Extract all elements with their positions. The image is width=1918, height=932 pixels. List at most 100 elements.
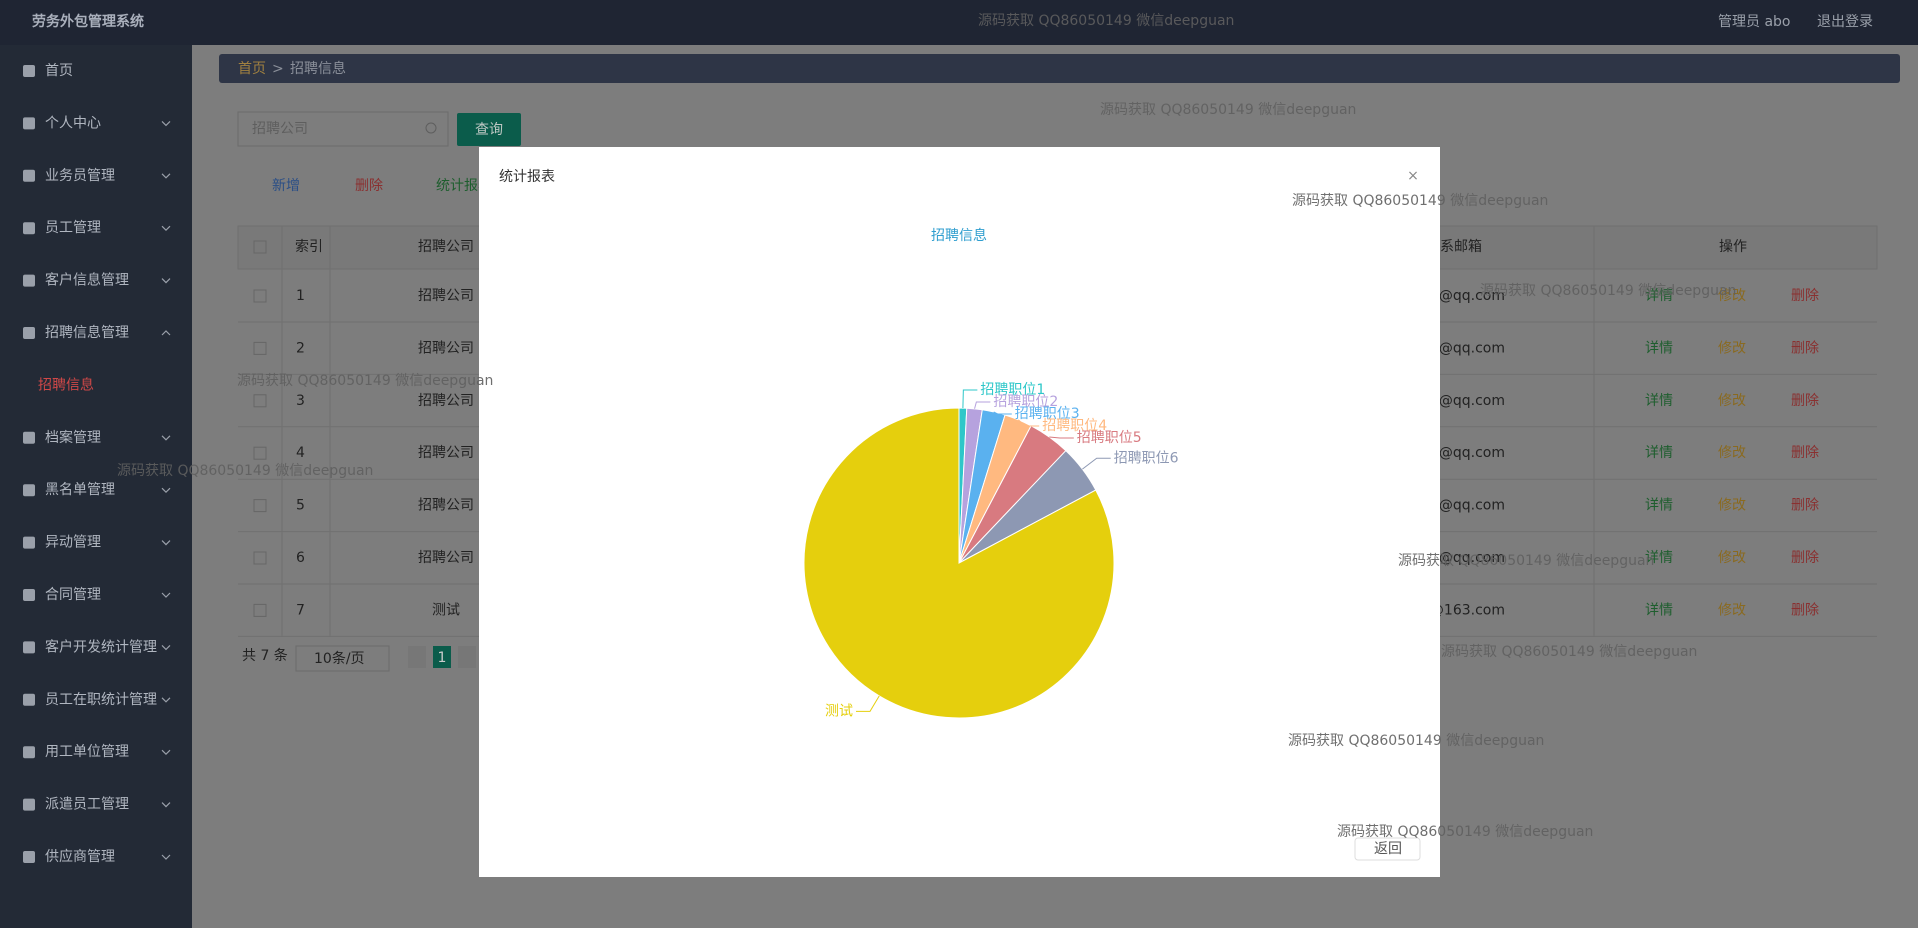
row-action[interactable]: 修改 <box>1718 393 1746 409</box>
row-action[interactable]: 删除 <box>1791 445 1819 461</box>
label-line <box>1017 419 1040 427</box>
page-next[interactable] <box>458 646 476 668</box>
watermark: 源码获取 QQ86050149 微信deepguan <box>1480 283 1736 299</box>
menu-arrow <box>161 435 171 441</box>
menu-item[interactable]: 黑名单管理 <box>45 482 115 498</box>
row-checkbox[interactable] <box>253 603 267 617</box>
report-button[interactable]: 统计报表 <box>436 178 492 194</box>
cell-company: 招聘公司 <box>418 288 474 304</box>
watermark: 源码获取 QQ86050149 微信deepguan <box>237 373 493 389</box>
row-action[interactable]: 删除 <box>1791 550 1819 566</box>
menu-item[interactable]: 员工管理 <box>45 220 101 236</box>
menu-arrow <box>161 120 171 127</box>
page-size-select[interactable] <box>295 645 390 672</box>
add-button[interactable]: 新增 <box>272 178 300 194</box>
cell-company: 招聘公司 <box>418 498 474 514</box>
menu-arrow <box>161 592 171 598</box>
page-current: 1 <box>438 650 447 666</box>
pagination-total: 共 7 条 <box>242 647 288 664</box>
row-action[interactable]: 详情 <box>1645 498 1673 514</box>
row-action[interactable]: 详情 <box>1645 340 1673 356</box>
menu-icon <box>23 746 35 759</box>
row-action[interactable]: 删除 <box>1791 288 1819 304</box>
slice-label: 招聘职位3 <box>1015 406 1080 422</box>
row-action[interactable]: 删除 <box>1791 602 1819 618</box>
cell-index: 2 <box>296 340 305 356</box>
search-input[interactable] <box>237 111 449 147</box>
cell-index: 6 <box>296 550 305 566</box>
row-action[interactable]: 删除 <box>1791 340 1819 356</box>
label-line <box>962 389 978 409</box>
slice-label: 招聘职位2 <box>993 394 1058 410</box>
row-action[interactable]: 修改 <box>1718 550 1746 566</box>
cell-company: 招聘公司 <box>418 445 474 461</box>
menu-icon <box>23 327 35 339</box>
row-action[interactable]: 修改 <box>1718 340 1746 356</box>
menu-arrow <box>161 225 171 232</box>
menu-icon <box>23 274 35 287</box>
slice-label: 招聘职位4 <box>1042 418 1107 434</box>
menu-item[interactable]: 异动管理 <box>45 535 101 551</box>
system-title: 劳务外包管理系统 <box>32 13 144 30</box>
menu-icon <box>23 222 35 235</box>
menu-item[interactable]: 用工单位管理 <box>45 744 129 760</box>
header-checkbox[interactable] <box>253 240 267 254</box>
menu-icon <box>23 117 35 130</box>
row-action[interactable]: 删除 <box>1791 498 1819 514</box>
menu-icon <box>23 589 35 601</box>
menu-item[interactable]: 招聘信息管理 <box>45 324 129 341</box>
menu-item[interactable]: 供应商管理 <box>45 848 115 865</box>
slice-label: 测试 <box>825 703 853 719</box>
row-action[interactable]: 修改 <box>1718 445 1746 461</box>
row-checkbox[interactable] <box>253 551 267 565</box>
row-action[interactable]: 详情 <box>1645 445 1673 461</box>
logout[interactable]: 退出登录 <box>1817 14 1873 30</box>
table-header-cell: 索引 <box>295 238 323 255</box>
menu-arrow <box>161 854 171 860</box>
row-checkbox[interactable] <box>253 289 267 303</box>
search-button[interactable] <box>457 113 521 146</box>
cell-company: 招聘公司 <box>418 550 474 566</box>
menu-item[interactable]: 客户信息管理 <box>45 272 129 289</box>
row-action[interactable]: 详情 <box>1645 602 1673 618</box>
page-current-box[interactable] <box>433 646 451 668</box>
menu-item[interactable]: 档案管理 <box>45 429 101 446</box>
user-name: 管理员 abo <box>1718 14 1790 30</box>
submenu-item[interactable]: 招聘信息 <box>38 376 94 393</box>
page-prev[interactable] <box>408 646 426 668</box>
menu-item[interactable]: 合同管理 <box>45 587 101 603</box>
slice-label: 招聘职位1 <box>980 382 1045 398</box>
row-action[interactable]: 删除 <box>1791 393 1819 409</box>
menu-item[interactable]: 个人中心 <box>45 115 101 131</box>
row-action[interactable]: 修改 <box>1718 498 1746 514</box>
label-line <box>993 411 1012 415</box>
menu-item[interactable]: 客户开发统计管理 <box>45 638 157 655</box>
menu-arrow <box>161 697 171 703</box>
menu-arrow <box>161 802 171 808</box>
menu-item[interactable]: 员工在职统计管理 <box>45 692 157 708</box>
search-icon <box>425 122 437 134</box>
row-checkbox[interactable] <box>253 499 267 513</box>
menu-item[interactable]: 业务员管理 <box>45 168 115 184</box>
row-action[interactable]: 详情 <box>1645 393 1673 409</box>
delete-button[interactable]: 删除 <box>355 178 383 194</box>
row-checkbox[interactable] <box>253 341 267 355</box>
row-checkbox[interactable] <box>253 394 267 408</box>
row-action[interactable]: 详情 <box>1645 550 1673 566</box>
menu-item[interactable]: 派遣员工管理 <box>45 797 129 813</box>
menu-icon <box>23 693 35 706</box>
watermark: 源码获取 QQ86050149 微信deepguan <box>1441 644 1697 660</box>
cell-company: 测试 <box>432 602 460 618</box>
modal-close[interactable]: × <box>1407 168 1419 184</box>
breadcrumb-home[interactable]: 首页 <box>238 61 266 77</box>
menu-icon <box>23 536 35 549</box>
row-action[interactable]: 修改 <box>1718 602 1746 618</box>
page-size: 10条/页 <box>314 650 365 667</box>
row-action[interactable]: 详情 <box>1645 288 1673 304</box>
row-action[interactable]: 修改 <box>1718 288 1746 304</box>
row-checkbox[interactable] <box>253 446 267 460</box>
watermark: 源码获取 QQ86050149 微信deepguan <box>117 463 373 479</box>
modal-button[interactable] <box>1354 837 1421 861</box>
menu-item[interactable]: 首页 <box>45 63 73 79</box>
